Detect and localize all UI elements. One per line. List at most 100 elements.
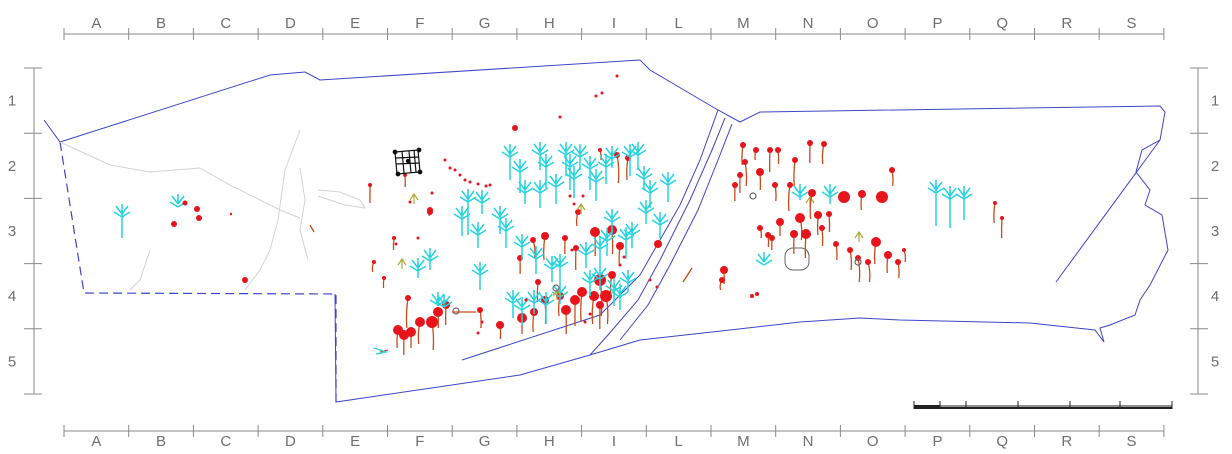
column-label: S xyxy=(1127,15,1137,32)
grey-mark xyxy=(749,192,757,200)
row-label: 5 xyxy=(8,353,16,370)
paint-dot xyxy=(372,260,376,264)
branch-figure xyxy=(557,142,575,176)
paint-dot xyxy=(575,209,581,215)
row-label: 4 xyxy=(8,288,16,305)
column-label: F xyxy=(415,15,424,32)
olive-figure xyxy=(397,257,407,269)
paint-dot xyxy=(463,178,467,182)
branch-figure xyxy=(598,228,616,256)
paint-dot xyxy=(756,168,764,176)
paint-dot xyxy=(480,320,484,324)
paint-dot xyxy=(476,182,480,186)
paint-dot xyxy=(535,279,541,285)
paint-dot xyxy=(583,320,587,324)
branch-figure xyxy=(491,206,509,234)
paint-dot xyxy=(458,173,462,177)
column-label: D xyxy=(285,15,296,32)
column-label: H xyxy=(544,433,555,450)
column-label: E xyxy=(350,433,360,450)
branch-figure xyxy=(755,252,773,266)
branch-figure xyxy=(469,222,487,248)
stem-figure xyxy=(744,161,748,187)
paint-dot xyxy=(572,202,576,206)
branch-figure xyxy=(516,180,534,204)
paint-dot xyxy=(562,235,568,241)
branch-figure xyxy=(619,270,637,292)
paint-dot xyxy=(443,158,447,162)
row-label: 2 xyxy=(8,158,16,175)
stem-figure xyxy=(857,257,861,283)
paint-dot xyxy=(488,183,492,187)
branch-figure xyxy=(551,254,569,284)
paint-dot xyxy=(403,173,407,177)
column-label: H xyxy=(544,15,555,32)
paint-dot xyxy=(757,225,763,231)
column-label: B xyxy=(156,15,166,32)
paint-dot xyxy=(171,221,177,227)
paint-dot xyxy=(568,194,572,198)
paint-dot xyxy=(889,167,895,173)
branch-figure xyxy=(471,262,489,290)
paint-dot xyxy=(847,247,853,253)
paint-dot xyxy=(838,191,850,203)
branch-figure xyxy=(571,144,589,170)
paint-dot xyxy=(775,147,781,153)
column-label: Q xyxy=(996,433,1008,450)
stem-figure xyxy=(787,184,791,212)
paint-dot xyxy=(1000,216,1004,220)
olive-figure xyxy=(854,230,864,242)
paint-dot xyxy=(750,294,754,298)
branch-figure xyxy=(621,144,639,176)
paint-dot xyxy=(427,209,433,215)
paint-dot xyxy=(416,236,420,240)
grey-mark xyxy=(552,284,560,292)
paint-dot xyxy=(229,212,233,216)
cyan-stroke-figure xyxy=(373,347,389,355)
column-label: P xyxy=(932,433,942,450)
paint-dot xyxy=(790,230,798,238)
row-label: 2 xyxy=(1211,158,1219,175)
paint-dot xyxy=(821,141,827,147)
column-label: G xyxy=(479,433,491,450)
paint-dot xyxy=(876,191,888,203)
branch-figure xyxy=(531,180,549,208)
paint-dot xyxy=(787,182,793,188)
paint-dot xyxy=(368,183,372,187)
paint-dot xyxy=(394,242,398,246)
branch-figure xyxy=(504,290,522,318)
row-label: 5 xyxy=(1211,353,1219,370)
paint-dot xyxy=(433,307,443,317)
column-label: M xyxy=(737,433,750,450)
paint-dot xyxy=(826,211,832,217)
branch-figure xyxy=(113,204,131,238)
row-label: 1 xyxy=(1211,93,1219,110)
paint-dot xyxy=(742,159,748,165)
paint-dot xyxy=(616,242,624,250)
branch-figure xyxy=(581,270,599,296)
branch-figure xyxy=(511,159,529,193)
column-label: C xyxy=(220,15,231,32)
stem-figure xyxy=(616,154,620,184)
paint-dot xyxy=(558,115,562,119)
right-row-ruler: 1 2 3 4 5 xyxy=(1190,67,1219,395)
branch-figure xyxy=(531,142,549,170)
paint-dot xyxy=(426,316,438,328)
olive-figure xyxy=(409,192,419,204)
paint-dot xyxy=(600,290,612,302)
column-label: N xyxy=(803,433,814,450)
branch-figure xyxy=(791,184,809,200)
paint-dot xyxy=(755,292,759,296)
column-label: P xyxy=(932,15,942,32)
branch-figure xyxy=(597,154,615,184)
paint-dot xyxy=(808,189,816,197)
paint-dot xyxy=(801,229,811,239)
paint-dot xyxy=(430,191,434,195)
paint-dot xyxy=(382,276,386,280)
column-label: O xyxy=(867,15,879,32)
paint-dot xyxy=(570,295,580,305)
branch-figure xyxy=(605,278,623,306)
branch-figure xyxy=(537,154,555,188)
